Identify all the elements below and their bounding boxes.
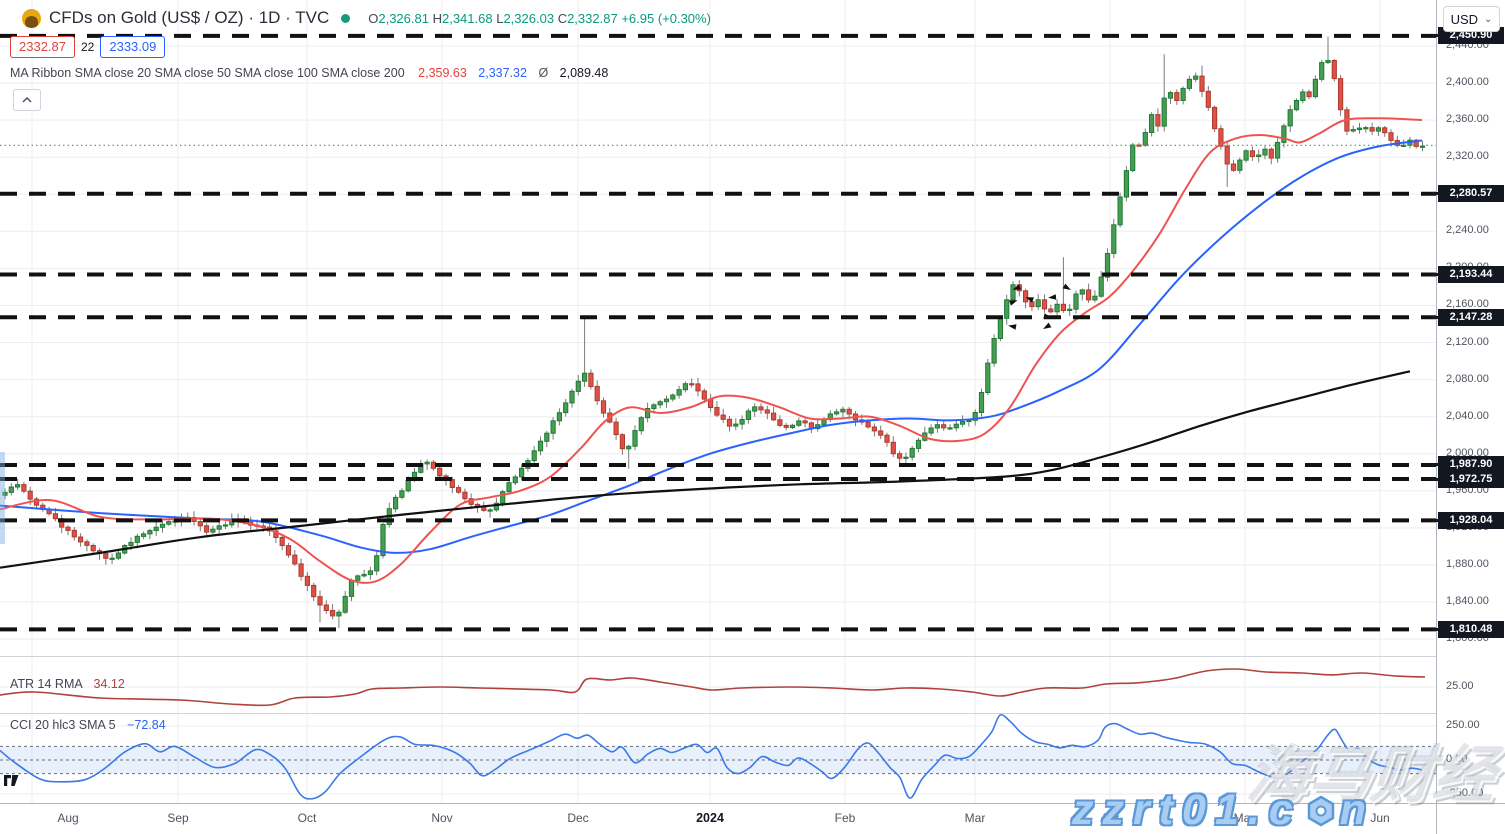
- level-tick: [1431, 463, 1438, 467]
- grid-lines: [0, 0, 1436, 803]
- price-axis-label: 2,120.00: [1446, 335, 1489, 348]
- price-axis-label: 2,080.00: [1446, 372, 1489, 385]
- low-value: 2,326.03: [503, 10, 555, 26]
- time-axis-label: Sep: [167, 811, 189, 825]
- arrow-annotations[interactable]: [1008, 283, 1073, 332]
- sma200-line: [0, 370, 1411, 569]
- collapse-legend-button[interactable]: [13, 89, 41, 111]
- price-axis-label: 2,160.00: [1446, 298, 1489, 311]
- level-tick: [1431, 315, 1438, 319]
- cci-axis-label: -250.00: [1446, 787, 1484, 799]
- symbol-header[interactable]: CFDs on Gold (US$ / OZ) · 1D · TVC O2,32…: [22, 6, 711, 30]
- atr-panel: [0, 668, 1426, 707]
- average-symbol: Ø: [538, 66, 549, 80]
- ma-ribbon-legend[interactable]: MA Ribbon SMA close 20 SMA close 50 SMA …: [10, 66, 608, 80]
- atr-axis-label: 25.00: [1446, 680, 1474, 692]
- time-scale-axis[interactable]: Aug Sep Oct Nov Dec 2024 Feb Mar Apr May Jun: [0, 803, 1436, 834]
- price-axis-label: 2,040.00: [1446, 409, 1489, 422]
- atr-line: [0, 668, 1426, 707]
- sma50-value: 2,337.32: [478, 66, 527, 80]
- sma20-line: [0, 117, 1423, 585]
- chevron-up-icon: [22, 97, 32, 103]
- level-tick: [1431, 272, 1438, 276]
- atr-legend[interactable]: ATR 14 RMA 34.12: [10, 677, 125, 691]
- atr-value: 34.12: [93, 677, 125, 691]
- level-price-tag: 1,987.90: [1438, 456, 1504, 474]
- level-lines: [0, 33, 1436, 632]
- high-value: 2,341.68: [441, 10, 493, 26]
- moving-averages: [0, 117, 1423, 585]
- close-value: 2,332.87: [567, 10, 618, 26]
- level-price-tag: 2,147.28: [1438, 308, 1504, 326]
- level-tick: [1431, 518, 1438, 522]
- cci-label: CCI 20 hlc3 SMA 5: [10, 718, 116, 732]
- level-price-tag: 1,810.48: [1438, 620, 1504, 638]
- time-axis-label: Nov: [431, 811, 453, 825]
- cci-line: [0, 713, 1423, 800]
- level-price-tag: 2,193.44: [1438, 265, 1504, 283]
- cci-axis-label: 250.00: [1446, 719, 1480, 731]
- bid-price-box[interactable]: 2332.87: [10, 36, 75, 58]
- price-axis-label: 2,320.00: [1446, 150, 1489, 163]
- axis-corner-cell: [1436, 803, 1505, 834]
- currency-label: USD: [1450, 11, 1479, 27]
- sma20-value: 2,359.63: [418, 66, 467, 80]
- price-axis-label: 1,880.00: [1446, 557, 1489, 570]
- time-axis-label: Feb: [834, 811, 856, 825]
- price-axis-label: 1,840.00: [1446, 595, 1489, 608]
- time-axis-label: 2024: [696, 811, 724, 825]
- cci-value: −72.84: [127, 718, 166, 732]
- level-tick: [1431, 627, 1438, 631]
- currency-selector[interactable]: USD ⌄: [1443, 6, 1500, 32]
- time-axis-label: Aug: [57, 811, 79, 825]
- tradingview-logo[interactable]: [4, 772, 19, 792]
- price-axis-label: 2,240.00: [1446, 224, 1489, 237]
- symbol-title[interactable]: CFDs on Gold (US$ / OZ) · 1D · TVC: [49, 8, 330, 27]
- level-price-tag: 1,972.75: [1438, 470, 1504, 488]
- bid-ask-row: 2332.87 22 2333.09: [10, 36, 166, 58]
- ma-ribbon-params: MA Ribbon SMA close 20 SMA close 50 SMA …: [10, 66, 405, 80]
- cci-legend[interactable]: CCI 20 hlc3 SMA 5 −72.84: [10, 718, 166, 732]
- sma50-line: [0, 139, 1423, 554]
- market-status-icon: [341, 13, 351, 23]
- ask-price-box[interactable]: 2333.09: [100, 36, 166, 58]
- level-tick: [1431, 477, 1438, 481]
- level-price-tag: 2,280.57: [1438, 185, 1504, 203]
- time-axis-label: Jun: [1370, 811, 1390, 825]
- ohlc-values: O2,326.81 H2,341.68 L2,326.03 C2,332.87 …: [368, 10, 711, 26]
- price-axis-label: 2,360.00: [1446, 113, 1489, 126]
- price-scale-axis[interactable]: USD ⌄ 2,440.00 2,400.00 2,360.00 2,320.00 2,…: [1431, 0, 1505, 803]
- cci-panel: [0, 713, 1436, 800]
- level-tick: [1431, 192, 1438, 196]
- chart-area[interactable]: CFDs on Gold (US$ / OZ) · 1D · TVC O2,32…: [0, 0, 1436, 803]
- candles: [2, 36, 1426, 628]
- change-value: +6.95 (+0.30%): [621, 10, 711, 26]
- gold-symbol-icon: [22, 8, 41, 28]
- cci-axis-label: 0.00: [1446, 753, 1468, 765]
- time-axis-label: Apr: [1100, 811, 1120, 825]
- spread-value: 22: [81, 40, 95, 54]
- atr-label: ATR 14 RMA: [10, 677, 83, 691]
- open-value: 2,326.81: [378, 10, 429, 26]
- chevron-down-icon: ⌄: [1484, 13, 1493, 25]
- price-axis-label: 2,000.00: [1446, 446, 1489, 459]
- price-axis-label: 2,400.00: [1446, 76, 1489, 89]
- time-axis-label: May: [1233, 811, 1257, 825]
- time-axis-label: Dec: [567, 811, 589, 825]
- level-price-tag: 1,928.04: [1438, 511, 1504, 529]
- level-tick: [1431, 34, 1438, 38]
- panel-separators: [0, 656, 1436, 714]
- ribbon-average-value: 2,089.48: [559, 66, 609, 80]
- time-axis-label: Oct: [297, 811, 317, 825]
- time-axis-label: Mar: [964, 811, 986, 825]
- price-chart-canvas[interactable]: [0, 0, 1436, 803]
